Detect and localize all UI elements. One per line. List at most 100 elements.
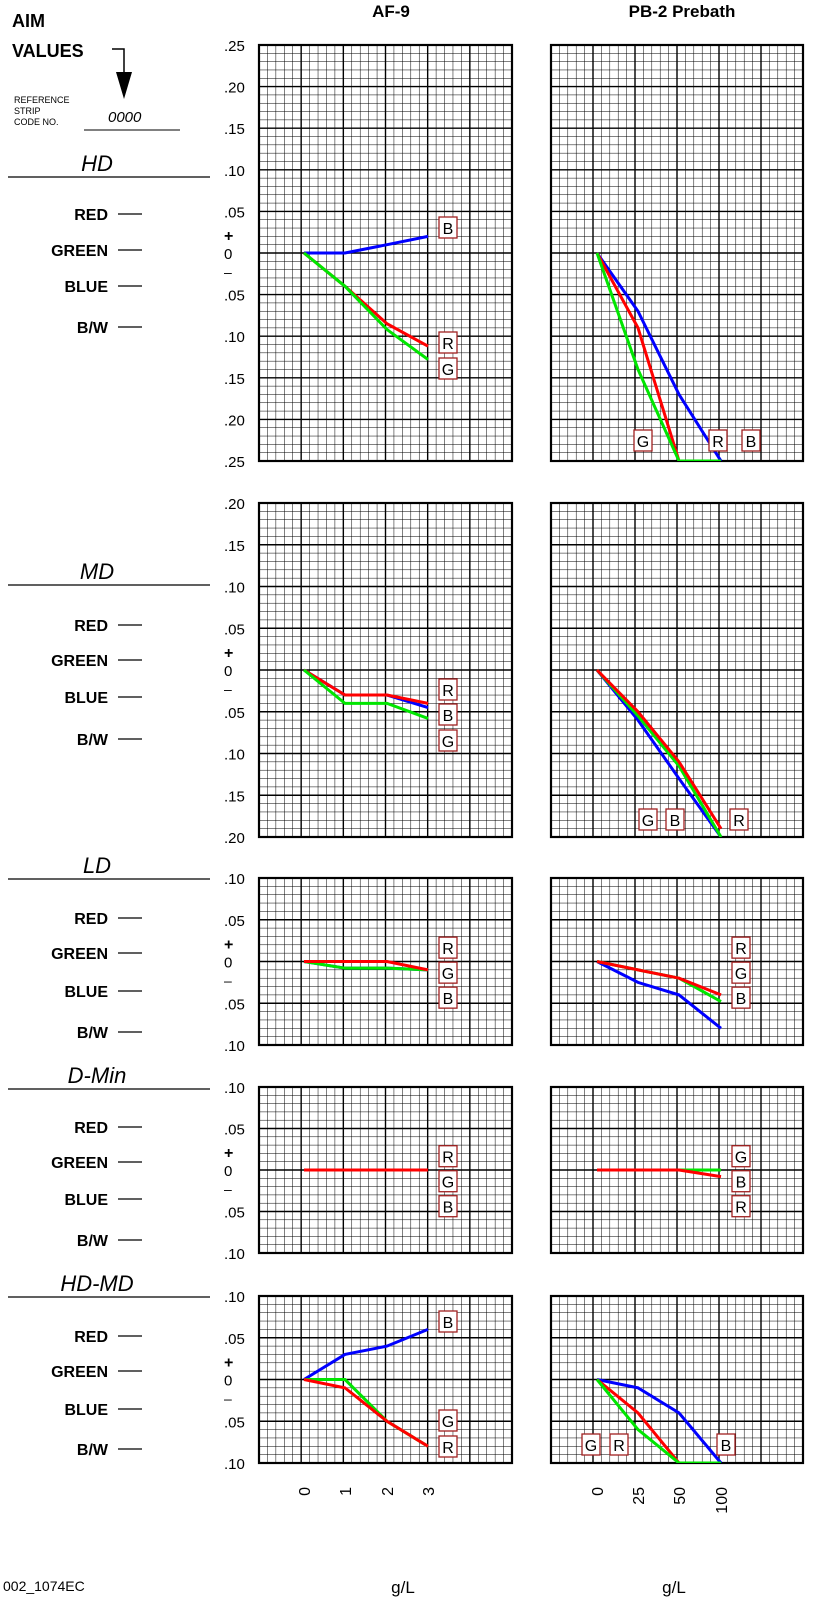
series-label-box-g: [438, 729, 458, 752]
series-label-box-g: [581, 1433, 601, 1456]
x-tick-label: 100: [714, 1487, 731, 1514]
chart-ld-pb2: RGB: [549, 876, 805, 1047]
y-tick-label: 0: [224, 663, 232, 680]
channel-label-red: RED: [74, 1329, 108, 1346]
series-label-box-b: [438, 1310, 458, 1333]
channel-label-bw: B/W: [77, 320, 109, 337]
series-label-box-g: [438, 357, 458, 380]
series-label-box-g: [731, 1145, 751, 1168]
series-label-box-r: [731, 936, 751, 959]
minus-sign: –: [224, 1391, 232, 1407]
series-label-g: G: [442, 1414, 454, 1431]
minus-sign: –: [224, 264, 232, 280]
minus-sign: –: [224, 681, 232, 697]
plus-sign: +: [224, 1145, 233, 1162]
series-label-g: G: [642, 813, 654, 830]
series-line-b: [596, 1378, 723, 1463]
series-label-r: R: [442, 683, 454, 700]
values-label: VALUES: [12, 41, 84, 61]
y-tick-label: .10: [224, 747, 245, 764]
series-label-g: G: [442, 734, 454, 751]
series-label-r: R: [442, 1150, 454, 1167]
series-label-r: R: [613, 1438, 625, 1455]
series-line-b: [303, 1328, 429, 1381]
plus-sign: +: [224, 937, 233, 954]
y-tick-label: .10: [224, 580, 245, 597]
series-label-box-r: [438, 678, 458, 701]
series-label-b: B: [443, 991, 454, 1008]
chart-hd-af9: B RG: [257, 43, 514, 463]
chart-hd-md-af9: B GR: [257, 1294, 514, 1465]
y-tick-label: .15: [224, 788, 245, 805]
y-tick-label: .05: [224, 1205, 245, 1222]
series-label-b: B: [443, 1200, 454, 1217]
chart-d-min-pb2: GBR: [549, 1085, 805, 1255]
figure-code: 002_1074EC: [3, 1578, 85, 1594]
y-tick-label: .25: [224, 454, 245, 471]
series-label-box-b: [731, 1170, 751, 1193]
series-label-b: B: [746, 434, 757, 451]
series-line-r: [303, 1378, 429, 1448]
y-tick-label: .05: [224, 621, 245, 638]
y-tick-label: .05: [224, 288, 245, 305]
series-line-g: [303, 251, 429, 361]
channel-label-green: GREEN: [51, 243, 108, 260]
series-label-r: R: [442, 1440, 454, 1457]
y-tick-label: .15: [224, 538, 245, 555]
y-tick-label: .20: [224, 496, 245, 513]
series-label-b: B: [443, 221, 454, 238]
y-tick-label: .10: [224, 329, 245, 346]
y-tick-label: .10: [224, 1456, 245, 1473]
series-label-box-b: [438, 1195, 458, 1218]
series-label-box-b: [716, 1433, 736, 1456]
y-tick-label: .05: [224, 1331, 245, 1348]
series-label-box-g: [731, 961, 751, 984]
channel-label-blue: BLUE: [64, 1402, 108, 1419]
y-tick-label: .10: [224, 1080, 245, 1097]
y-tick-label: 0: [224, 1163, 232, 1180]
ref-line-3: CODE NO.: [14, 117, 59, 127]
y-tick-label: 0: [224, 246, 232, 263]
y-tick-label: .15: [224, 121, 245, 138]
y-tick-label: .15: [224, 371, 245, 388]
series-label-g: G: [442, 362, 454, 379]
y-tick-label: .10: [224, 1038, 245, 1055]
series-label-g: G: [735, 966, 747, 983]
series-line-g: [303, 668, 429, 720]
y-tick-label: .20: [224, 412, 245, 429]
y-tick-label: .05: [224, 204, 245, 221]
x-tick-labels: 0 1 2 3 0 25 50 100: [297, 1487, 731, 1514]
series-label-b: B: [736, 1175, 747, 1192]
channel-label-red: RED: [74, 1120, 108, 1137]
series-label-box-b: [731, 986, 751, 1009]
series-label-box-r: [438, 1145, 458, 1168]
channel-label-bw: B/W: [77, 1233, 109, 1250]
series-label-r: R: [712, 434, 724, 451]
series-label-box-r: [731, 1195, 751, 1218]
channel-label-blue: BLUE: [64, 1192, 108, 1209]
series-label-box-b: [438, 216, 458, 239]
series-label-r: R: [442, 336, 454, 353]
x-tick-label: 0: [297, 1487, 314, 1496]
row-title-hd-md: HD-MD: [60, 1271, 133, 1296]
series-label-box-r: [609, 1433, 629, 1456]
x-tick-label: 50: [672, 1487, 689, 1505]
series-line-b: [596, 960, 722, 1030]
series-label-r: R: [442, 941, 454, 958]
x-tick-label: 2: [380, 1487, 397, 1496]
series-line-g: [595, 1378, 721, 1463]
minus-sign: –: [224, 1181, 232, 1197]
series-label-g: G: [585, 1438, 597, 1455]
y-tick-label: .10: [224, 163, 245, 180]
series-line-g: [303, 960, 429, 972]
row-title-ld: LD: [83, 853, 111, 878]
y-tick-label: .25: [224, 38, 245, 55]
series-label-b: B: [736, 991, 747, 1008]
series-line-r: [303, 668, 429, 705]
series-label-g: G: [442, 966, 454, 983]
y-tick-label: .05: [224, 996, 245, 1013]
